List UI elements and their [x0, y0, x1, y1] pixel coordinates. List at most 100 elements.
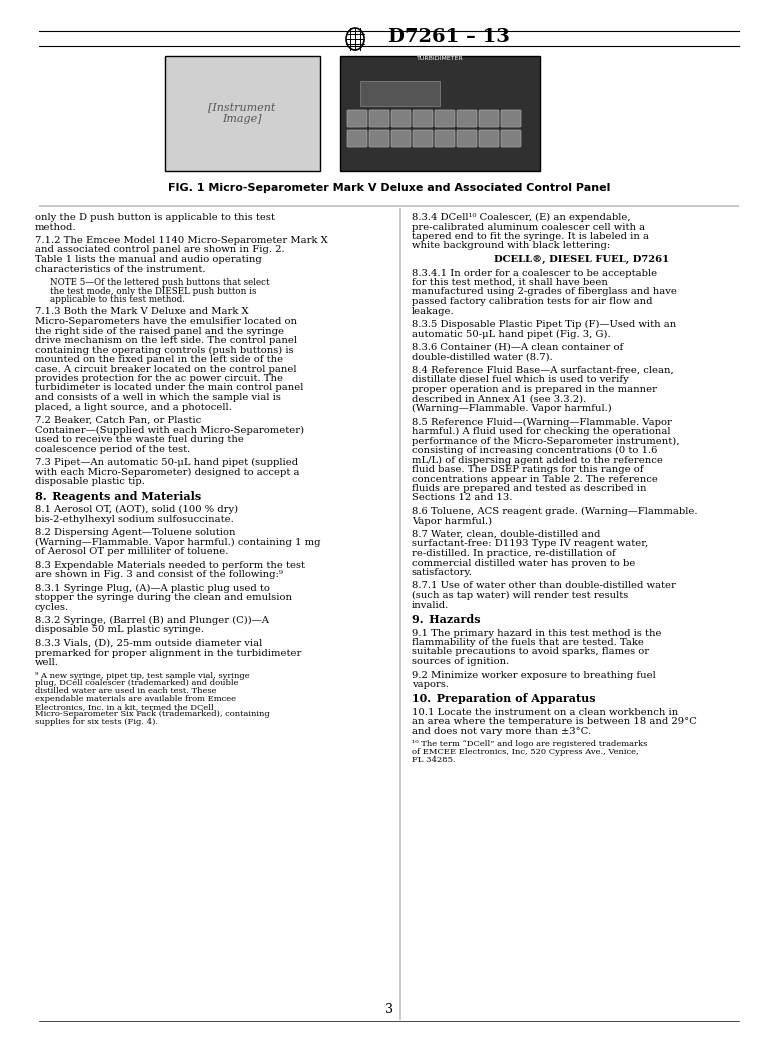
- Text: coalescence period of the test.: coalescence period of the test.: [35, 445, 191, 454]
- Text: 9.1 The primary hazard in this test method is the: 9.1 The primary hazard in this test meth…: [412, 629, 661, 637]
- Text: 8.4 Reference Fluid Base—A surfactant-free, clean,: 8.4 Reference Fluid Base—A surfactant-fr…: [412, 366, 674, 375]
- Text: (Warning—Flammable. Vapor harmful.) containing 1 mg: (Warning—Flammable. Vapor harmful.) cont…: [35, 537, 321, 547]
- Text: automatic 50-μL hand pipet (Fig. 3, G).: automatic 50-μL hand pipet (Fig. 3, G).: [412, 330, 611, 338]
- Text: 7.3 Pipet—An automatic 50-μL hand pipet (supplied: 7.3 Pipet—An automatic 50-μL hand pipet …: [35, 458, 298, 467]
- FancyBboxPatch shape: [369, 130, 389, 147]
- Text: only the D push button is applicable to this test: only the D push button is applicable to …: [35, 213, 275, 222]
- FancyBboxPatch shape: [360, 81, 440, 106]
- FancyBboxPatch shape: [413, 110, 433, 127]
- Text: method.: method.: [35, 223, 76, 231]
- Text: surfactant-free: D1193 Type IV reagent water,: surfactant-free: D1193 Type IV reagent w…: [412, 539, 648, 549]
- Text: concentrations appear in Table 2. The reference: concentrations appear in Table 2. The re…: [412, 475, 658, 483]
- Text: performance of the Micro-Separometer instrument),: performance of the Micro-Separometer ins…: [412, 436, 679, 446]
- Text: [Instrument
Image]: [Instrument Image]: [209, 102, 275, 124]
- Text: 8.5 Reference Fluid—(Warning—Flammable. Vapor: 8.5 Reference Fluid—(Warning—Flammable. …: [412, 417, 672, 427]
- Text: TURBIDIMETER: TURBIDIMETER: [417, 55, 464, 60]
- Text: Container—(Supplied with each Micro-Separometer): Container—(Supplied with each Micro-Sepa…: [35, 426, 304, 435]
- Text: Micro-Separometers have the emulsifier located on: Micro-Separometers have the emulsifier l…: [35, 318, 297, 326]
- FancyBboxPatch shape: [435, 130, 455, 147]
- Text: white background with black lettering:: white background with black lettering:: [412, 242, 610, 251]
- Text: 8.3.6 Container (H)—A clean container of: 8.3.6 Container (H)—A clean container of: [412, 342, 623, 352]
- Text: the test mode, only the DIESEL push button is: the test mode, only the DIESEL push butt…: [50, 286, 257, 296]
- Text: sources of ignition.: sources of ignition.: [412, 657, 510, 666]
- Text: of Aerosol OT per milliliter of toluene.: of Aerosol OT per milliliter of toluene.: [35, 547, 229, 556]
- Text: drive mechanism on the left side. The control panel: drive mechanism on the left side. The co…: [35, 336, 297, 345]
- FancyBboxPatch shape: [479, 130, 499, 147]
- Text: FL 34285.: FL 34285.: [412, 756, 456, 764]
- Text: 7.1.2 The Emcee Model 1140 Micro-Separometer Mark X: 7.1.2 The Emcee Model 1140 Micro-Separom…: [35, 236, 328, 245]
- Text: satisfactory.: satisfactory.: [412, 568, 473, 577]
- FancyBboxPatch shape: [501, 110, 521, 127]
- Text: double-distilled water (8.7).: double-distilled water (8.7).: [412, 353, 552, 361]
- FancyBboxPatch shape: [457, 110, 477, 127]
- FancyBboxPatch shape: [165, 56, 320, 171]
- Text: characteristics of the instrument.: characteristics of the instrument.: [35, 264, 205, 274]
- Text: turbidimeter is located under the main control panel: turbidimeter is located under the main c…: [35, 383, 303, 392]
- Text: 8.3.2 Syringe, (Barrel (B) and Plunger (C))—A: 8.3.2 Syringe, (Barrel (B) and Plunger (…: [35, 616, 269, 626]
- Text: Vapor harmful.): Vapor harmful.): [412, 516, 492, 526]
- Text: suitable precautions to avoid sparks, flames or: suitable precautions to avoid sparks, fl…: [412, 648, 649, 657]
- Text: manufactured using 2-grades of fiberglass and have: manufactured using 2-grades of fiberglas…: [412, 287, 677, 297]
- Text: 8.7 Water, clean, double-distilled and: 8.7 Water, clean, double-distilled and: [412, 530, 601, 539]
- Text: case. A circuit breaker located on the control panel: case. A circuit breaker located on the c…: [35, 364, 296, 374]
- Text: tapered end to fit the syringe. It is labeled in a: tapered end to fit the syringe. It is la…: [412, 232, 649, 242]
- FancyBboxPatch shape: [457, 130, 477, 147]
- Text: well.: well.: [35, 658, 59, 667]
- FancyBboxPatch shape: [391, 130, 411, 147]
- Text: 9.2 Minimize worker exposure to breathing fuel: 9.2 Minimize worker exposure to breathin…: [412, 670, 656, 680]
- Text: applicable to this test method.: applicable to this test method.: [50, 295, 185, 304]
- Text: 8. Reagents and Materials: 8. Reagents and Materials: [35, 490, 202, 502]
- Text: 7.1.3 Both the Mark V Deluxe and Mark X: 7.1.3 Both the Mark V Deluxe and Mark X: [35, 307, 249, 316]
- Text: invalid.: invalid.: [412, 601, 449, 609]
- Text: stopper the syringe during the clean and emulsion: stopper the syringe during the clean and…: [35, 593, 292, 602]
- Text: ¹⁰ The term “DCell” and logo are registered trademarks: ¹⁰ The term “DCell” and logo are registe…: [412, 740, 647, 748]
- FancyBboxPatch shape: [347, 110, 367, 127]
- FancyBboxPatch shape: [435, 110, 455, 127]
- FancyBboxPatch shape: [391, 110, 411, 127]
- Text: NOTE 5—Of the lettered push buttons that select: NOTE 5—Of the lettered push buttons that…: [50, 278, 269, 287]
- Text: consisting of increasing concentrations (0 to 1.6: consisting of increasing concentrations …: [412, 446, 657, 455]
- Text: with each Micro-Separometer) designed to accept a: with each Micro-Separometer) designed to…: [35, 467, 300, 477]
- Text: DCELL®, DIESEL FUEL, D7261: DCELL®, DIESEL FUEL, D7261: [495, 255, 670, 264]
- Text: Table 1 lists the manual and audio operating: Table 1 lists the manual and audio opera…: [35, 255, 261, 264]
- Text: (such as tap water) will render test results: (such as tap water) will render test res…: [412, 591, 629, 600]
- Text: Sections 12 and 13.: Sections 12 and 13.: [412, 493, 513, 503]
- Text: leakage.: leakage.: [412, 306, 454, 315]
- Text: commercial distilled water has proven to be: commercial distilled water has proven to…: [412, 559, 636, 567]
- Text: for this test method, it shall have been: for this test method, it shall have been: [412, 278, 608, 287]
- FancyBboxPatch shape: [479, 110, 499, 127]
- Text: 8.2 Dispersing Agent—Toluene solution: 8.2 Dispersing Agent—Toluene solution: [35, 528, 236, 537]
- Text: premarked for proper alignment in the turbidimeter: premarked for proper alignment in the tu…: [35, 649, 301, 658]
- Text: disposable 50 mL plastic syringe.: disposable 50 mL plastic syringe.: [35, 626, 204, 635]
- Text: distilled water are used in each test. These: distilled water are used in each test. T…: [35, 687, 216, 695]
- Text: 9. Hazards: 9. Hazards: [412, 614, 481, 625]
- Text: 8.3.4 DCell¹⁰ Coalescer, (E) an expendable,: 8.3.4 DCell¹⁰ Coalescer, (E) an expendab…: [412, 213, 631, 222]
- Text: proper operation and is prepared in the manner: proper operation and is prepared in the …: [412, 385, 657, 393]
- FancyBboxPatch shape: [340, 56, 540, 171]
- Text: and does not vary more than ±3°C.: and does not vary more than ±3°C.: [412, 727, 591, 736]
- Text: harmful.) A fluid used for checking the operational: harmful.) A fluid used for checking the …: [412, 427, 671, 436]
- Text: placed, a light source, and a photocell.: placed, a light source, and a photocell.: [35, 403, 232, 411]
- Text: 8.3.5 Disposable Plastic Pipet Tip (F)—Used with an: 8.3.5 Disposable Plastic Pipet Tip (F)—U…: [412, 320, 676, 329]
- Text: containing the operating controls (push buttons) is: containing the operating controls (push …: [35, 346, 293, 355]
- Text: Electronics, Inc. in a kit, termed the DCell: Electronics, Inc. in a kit, termed the D…: [35, 703, 214, 711]
- Text: vapors.: vapors.: [412, 680, 449, 689]
- Text: provides protection for the ac power circuit. The: provides protection for the ac power cir…: [35, 374, 283, 383]
- Text: pre-calibrated aluminum coalescer cell with a: pre-calibrated aluminum coalescer cell w…: [412, 223, 645, 231]
- Text: 8.3 Expendable Materials needed to perform the test: 8.3 Expendable Materials needed to perfo…: [35, 560, 305, 569]
- Text: described in Annex A1 (see 3.3.2).: described in Annex A1 (see 3.3.2).: [412, 395, 587, 404]
- Text: 8.6 Toluene, ACS reagent grade. (Warning—Flammable.: 8.6 Toluene, ACS reagent grade. (Warning…: [412, 507, 698, 516]
- Text: 8.7.1 Use of water other than double-distilled water: 8.7.1 Use of water other than double-dis…: [412, 582, 676, 590]
- Text: fluid base. The DSEP ratings for this range of: fluid base. The DSEP ratings for this ra…: [412, 465, 643, 474]
- Text: used to receive the waste fuel during the: used to receive the waste fuel during th…: [35, 435, 244, 445]
- Text: fluids are prepared and tested as described in: fluids are prepared and tested as descri…: [412, 484, 647, 493]
- FancyBboxPatch shape: [347, 130, 367, 147]
- Text: passed factory calibration tests for air flow and: passed factory calibration tests for air…: [412, 297, 653, 306]
- Text: plug, DCell coalescer (trademarked) and double: plug, DCell coalescer (trademarked) and …: [35, 680, 239, 687]
- Text: 10. Preparation of Apparatus: 10. Preparation of Apparatus: [412, 693, 596, 705]
- Text: an area where the temperature is between 18 and 29°C: an area where the temperature is between…: [412, 717, 697, 727]
- Text: D7261 – 13: D7261 – 13: [388, 28, 510, 46]
- Text: ⁹ A new syringe, pipet tip, test sample vial, syringe: ⁹ A new syringe, pipet tip, test sample …: [35, 671, 250, 680]
- Text: Micro-Separometer Six Pack (trademarked), containing: Micro-Separometer Six Pack (trademarked)…: [35, 711, 270, 718]
- FancyBboxPatch shape: [413, 130, 433, 147]
